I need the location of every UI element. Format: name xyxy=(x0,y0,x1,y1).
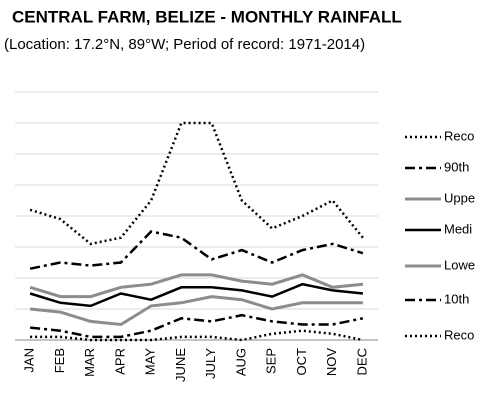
legend-label: Reco xyxy=(444,327,474,342)
x-tick-label: AUG xyxy=(233,348,248,376)
series-line xyxy=(29,273,364,299)
x-tick-label: JUNE xyxy=(173,348,188,382)
series-line xyxy=(29,295,363,327)
legend-label: 10th xyxy=(444,291,469,306)
legend-label: Lowe xyxy=(444,257,475,272)
x-tick-label: NOV xyxy=(324,348,339,377)
x-tick-label: MAR xyxy=(82,348,97,377)
x-tick-label: APR xyxy=(112,348,127,375)
series-line xyxy=(29,282,364,308)
legend-label: Reco xyxy=(444,128,474,143)
x-tick-label: JAN xyxy=(22,348,37,373)
x-tick-label: MAY xyxy=(143,348,158,376)
x-tick-label: JULY xyxy=(203,348,218,379)
x-tick-label: OCT xyxy=(294,348,309,376)
legend-label: 90th xyxy=(444,159,469,174)
series-line xyxy=(29,121,364,246)
chart-title: CENTRAL FARM, BELIZE - MONTHLY RAINFALL xyxy=(12,7,402,26)
series-line xyxy=(29,230,364,270)
legend-label: Uppe xyxy=(444,190,475,205)
legend-label: Medi xyxy=(444,221,472,236)
x-tick-label: SEP xyxy=(264,348,279,374)
x-tick-label: FEB xyxy=(52,348,67,373)
chart-subtitle: (Location: 17.2°N, 89°W; Period of recor… xyxy=(4,36,365,53)
x-tick-label: DEC xyxy=(354,348,369,375)
series-line xyxy=(29,313,364,339)
series-line xyxy=(30,329,364,342)
